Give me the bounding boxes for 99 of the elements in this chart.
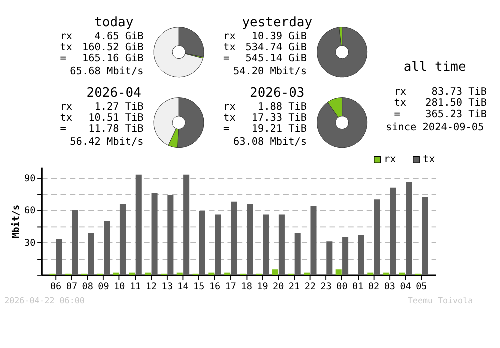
text: = <box>224 124 230 136</box>
bar <box>231 202 238 275</box>
text: 17.33 TiB <box>252 113 308 124</box>
chart-title: 2026-03 <box>250 86 305 101</box>
bar <box>136 174 142 275</box>
bar <box>406 182 412 275</box>
text: rx <box>224 31 236 42</box>
bar <box>104 221 110 275</box>
donut-slice <box>317 98 368 148</box>
text: tx <box>60 113 73 124</box>
x-tick-label: 15 <box>194 281 205 292</box>
text: 1.88 TiB <box>258 102 308 113</box>
text: 10.39 GiB <box>252 31 308 42</box>
bar <box>199 212 206 275</box>
bar <box>294 233 301 275</box>
bar <box>168 195 174 275</box>
text: 160.52 GiB <box>82 42 144 54</box>
bar <box>336 270 342 275</box>
y-axis-title: Mbit/s <box>10 204 22 238</box>
x-tick-label: 22 <box>304 281 316 292</box>
bar <box>215 214 222 275</box>
x-tick-label: 17 <box>225 281 237 292</box>
x-tick-label: 11 <box>130 281 142 292</box>
bar <box>390 188 396 275</box>
text: 4.65 GiB <box>94 31 144 42</box>
bar <box>422 198 428 275</box>
x-tick-label: 03 <box>384 281 396 292</box>
bar <box>88 233 94 275</box>
y-tick-label: 90 <box>24 173 36 184</box>
text: 1.27 TiB <box>94 102 144 113</box>
text: = <box>224 54 230 65</box>
donut-slice <box>154 27 204 78</box>
text: rx <box>394 87 407 98</box>
text: 545.14 GiB <box>246 54 308 65</box>
x-tick-label: 18 <box>241 281 252 292</box>
text: rx <box>60 102 73 113</box>
bar <box>342 237 349 275</box>
text: tx <box>394 98 407 110</box>
text: = <box>394 109 400 120</box>
text: rx <box>224 102 236 113</box>
x-tick-label: 07 <box>66 281 78 292</box>
text: tx <box>224 42 236 54</box>
x-tick-label: 00 <box>336 281 348 292</box>
bar <box>120 204 126 275</box>
bar <box>152 193 158 275</box>
legend-label: tx <box>423 154 436 166</box>
x-tick-label: 06 <box>50 281 62 292</box>
y-tick-label: 30 <box>24 238 36 249</box>
legend-label: rx <box>384 154 396 166</box>
bar <box>310 206 317 275</box>
text: rx <box>60 31 73 42</box>
text: all time <box>404 60 466 75</box>
bar <box>263 214 270 275</box>
text: 83.73 TiB <box>432 87 488 98</box>
bar <box>247 204 254 275</box>
text: 56.42 Mbit/s <box>70 137 144 148</box>
x-tick-label: 23 <box>320 281 332 292</box>
text: 65.68 Mbit/s <box>70 66 144 78</box>
bar <box>278 214 285 275</box>
text: = <box>60 54 66 65</box>
chart-title: 2026-04 <box>86 86 142 101</box>
x-tick-label: 10 <box>114 281 126 292</box>
text: 165.16 GiB <box>82 54 144 65</box>
text: 63.08 Mbit/s <box>233 137 308 148</box>
text: 19.21 TiB <box>252 124 308 136</box>
bar <box>56 239 62 275</box>
x-tick-label: 05 <box>416 281 428 292</box>
x-tick-label: 19 <box>257 281 268 292</box>
chart-title: yesterday <box>242 15 313 30</box>
bar <box>326 242 333 275</box>
x-tick-label: 04 <box>400 281 412 292</box>
bar <box>72 210 78 275</box>
bar <box>184 174 190 275</box>
x-tick-label: 16 <box>209 281 221 292</box>
y-tick-label: 60 <box>24 206 36 217</box>
text: 281.50 TiB <box>426 98 488 110</box>
x-tick-label: 13 <box>162 281 173 292</box>
x-tick-label: 02 <box>368 281 380 292</box>
x-tick-label: 21 <box>288 281 300 292</box>
x-tick-label: 08 <box>82 281 94 292</box>
donut-slice <box>317 27 368 78</box>
x-tick-label: 01 <box>352 281 364 292</box>
x-tick-label: 14 <box>178 281 190 292</box>
text: = <box>60 124 66 136</box>
text: 534.74 GiB <box>246 42 308 54</box>
text: 54.20 Mbit/s <box>233 66 308 78</box>
bar <box>272 270 278 275</box>
text: since 2024-09-05 <box>386 122 484 134</box>
bar <box>374 200 380 275</box>
text: tx <box>224 113 236 124</box>
x-tick-label: 20 <box>273 281 284 292</box>
text: 365.23 TiB <box>426 109 488 120</box>
text: tx <box>60 42 73 54</box>
text: 10.51 TiB <box>88 113 144 124</box>
bar <box>358 235 364 275</box>
x-tick-label: 09 <box>98 281 110 292</box>
text: 11.78 TiB <box>88 124 144 136</box>
x-tick-label: 12 <box>146 281 158 292</box>
chart-title: today <box>94 15 134 30</box>
